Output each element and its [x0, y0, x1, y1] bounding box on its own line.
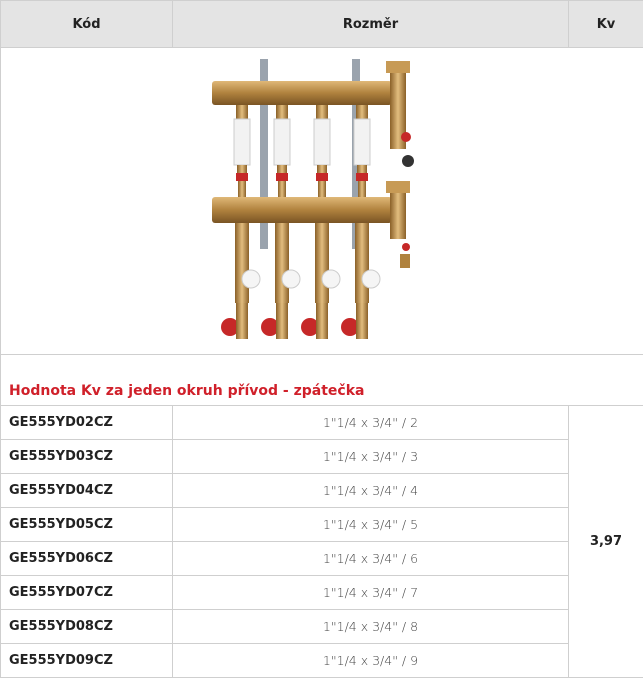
header-row: Kód Rozměr Kv	[1, 1, 643, 48]
code-cell: GE555YD09CZ	[1, 644, 173, 678]
size-cell: 1"1/4 x 3/4" / 6	[173, 542, 569, 576]
size-cell: 1"1/4 x 3/4" / 4	[173, 474, 569, 508]
code-cell: GE555YD06CZ	[1, 542, 173, 576]
manifold-image	[202, 49, 442, 349]
section-title: Hodnota Kv za jeden okruh přívod - zpáte…	[1, 355, 643, 406]
size-cell: 1"1/4 x 3/4" / 5	[173, 508, 569, 542]
header-cell: Rozměr	[173, 1, 569, 48]
size-cell: 1"1/4 x 3/4" / 2	[173, 406, 569, 440]
code-cell: GE555YD03CZ	[1, 440, 173, 474]
header-cell: Kv	[569, 1, 643, 48]
header-cell: Kód	[1, 1, 173, 48]
size-cell: 1"1/4 x 3/4" / 3	[173, 440, 569, 474]
size-cell: 1"1/4 x 3/4" / 7	[173, 576, 569, 610]
code-cell: GE555YD05CZ	[1, 508, 173, 542]
kv-cell: 3,97	[569, 406, 643, 678]
image-row	[1, 48, 643, 355]
code-cell: GE555YD08CZ	[1, 610, 173, 644]
code-cell: GE555YD07CZ	[1, 576, 173, 610]
section-row: Hodnota Kv za jeden okruh přívod - zpáte…	[1, 355, 643, 406]
code-cell: GE555YD02CZ	[1, 406, 173, 440]
size-cell: 1"1/4 x 3/4" / 8	[173, 610, 569, 644]
code-cell: GE555YD04CZ	[1, 474, 173, 508]
image-cell	[1, 48, 643, 355]
size-cell: 1"1/4 x 3/4" / 9	[173, 644, 569, 678]
